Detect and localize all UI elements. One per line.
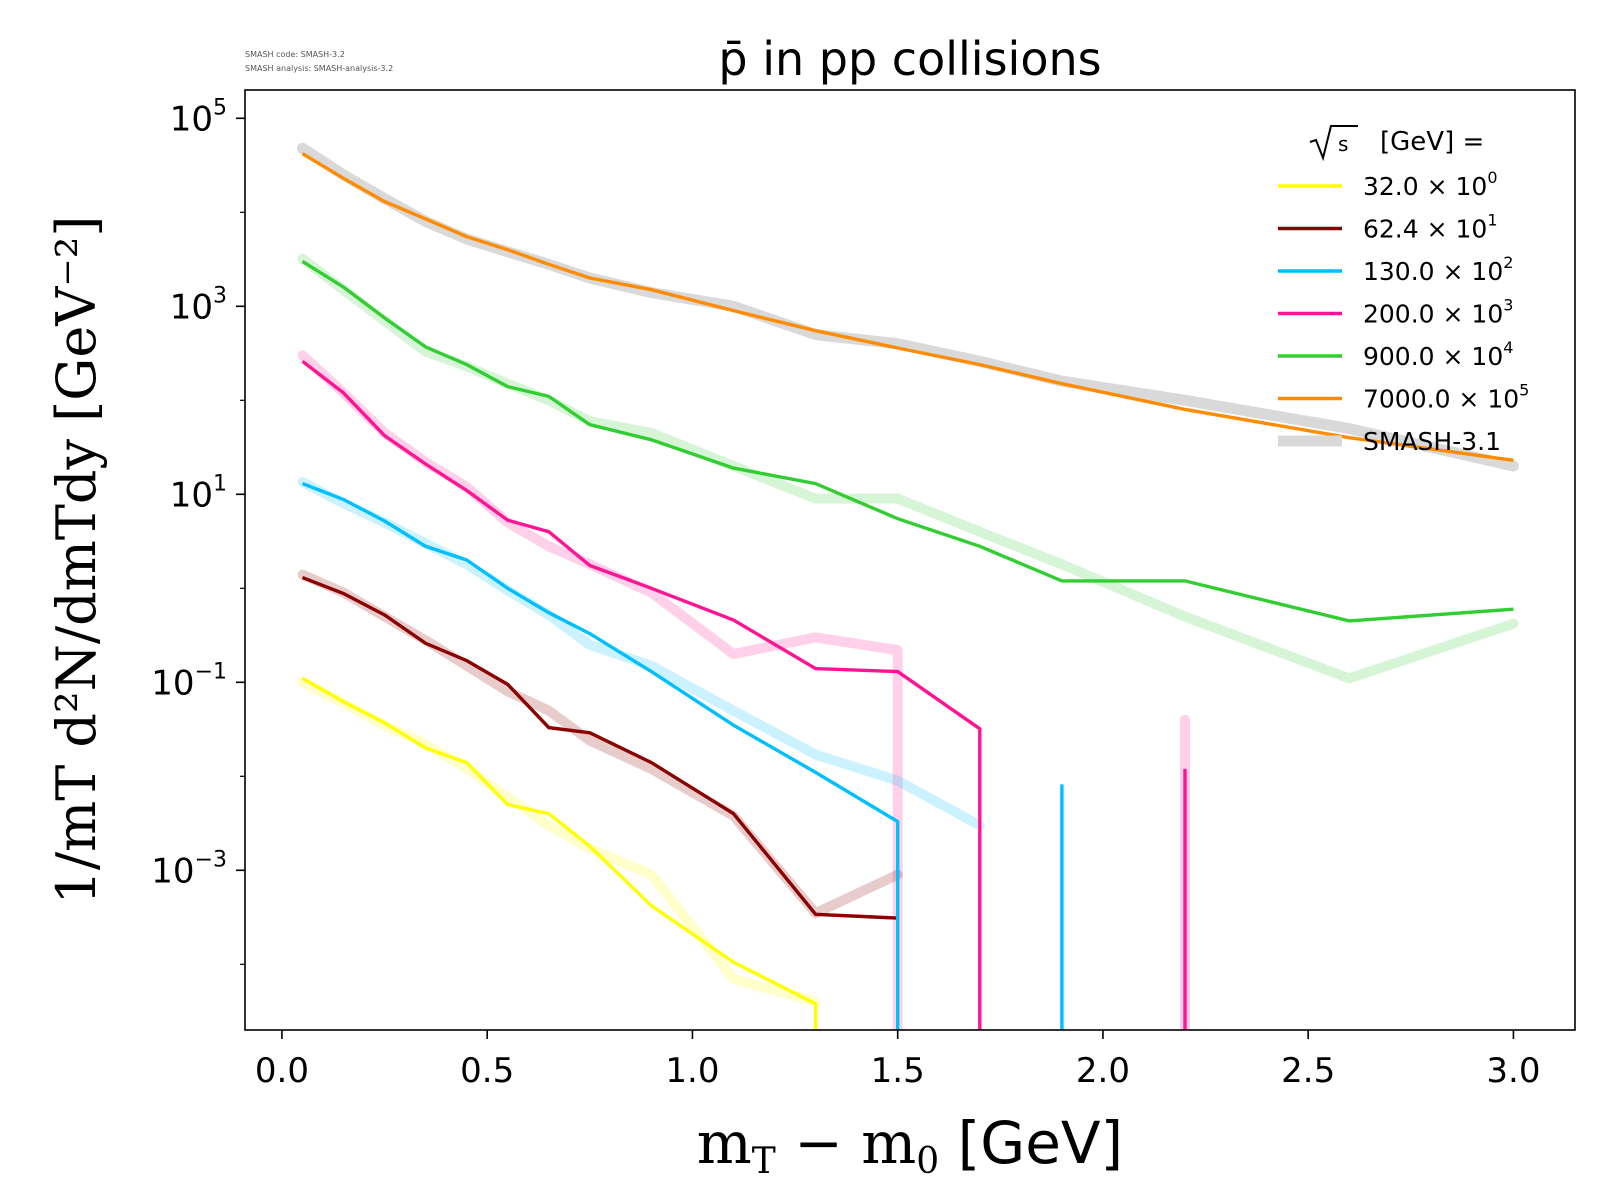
legend-label-smash-3-1: SMASH-3.1 bbox=[1363, 427, 1501, 456]
x-axis-label-minus: − m bbox=[776, 1109, 916, 1177]
y-tick-base: 10 bbox=[170, 287, 213, 327]
legend-exponent: 5 bbox=[1519, 381, 1529, 400]
y-tick-exponent: 1 bbox=[213, 471, 227, 496]
x-tick-label: 0.5 bbox=[460, 1051, 514, 1091]
analysis-version-label: SMASH analysis: SMASH-analysis-3.2 bbox=[245, 64, 393, 73]
legend-label-200-0: 200.0 × 103 bbox=[1363, 296, 1513, 329]
legend-exponent: 1 bbox=[1487, 211, 1497, 230]
y-tick-exponent: −1 bbox=[195, 659, 227, 684]
y-tick-label: 103 bbox=[170, 283, 227, 327]
plot-frame bbox=[244, 89, 1576, 1031]
x-tick-label: 2.0 bbox=[1076, 1051, 1130, 1091]
legend-label-900-0: 900.0 × 104 bbox=[1363, 338, 1513, 371]
series-line-200-0 bbox=[301, 359, 982, 1030]
series-line-62-4 bbox=[301, 576, 898, 920]
x-axis-label-m: m bbox=[697, 1109, 752, 1177]
legend-value: 62.4 × 10 bbox=[1363, 215, 1487, 244]
legend-value: 130.0 × 10 bbox=[1363, 257, 1503, 286]
y-tick-label: 10−1 bbox=[151, 659, 227, 703]
legend-exponent: 4 bbox=[1503, 338, 1513, 357]
y-tick-exponent: 5 bbox=[213, 95, 227, 120]
x-axis: 0.0 0.5 1.0 1.5 2.0 2.5 3.0 bbox=[255, 1030, 1540, 1091]
series-line-130-0 bbox=[301, 482, 900, 1030]
legend-label-130-0: 130.0 × 102 bbox=[1363, 253, 1513, 286]
y-axis-label: 1/mT d²N/dmTdy [GeV⁻²] bbox=[45, 215, 108, 904]
legend-exponent: 2 bbox=[1503, 253, 1513, 272]
series-lines bbox=[301, 152, 1514, 1030]
y-tick-label: 101 bbox=[170, 471, 227, 515]
legend-label-7000-0: 7000.0 × 105 bbox=[1363, 381, 1529, 414]
x-axis-label-sub2: 0 bbox=[916, 1141, 939, 1182]
x-tick-label: 1.5 bbox=[871, 1051, 925, 1091]
x-tick-label: 2.5 bbox=[1281, 1051, 1335, 1091]
series-line-900-0 bbox=[301, 259, 1514, 623]
y-tick-exponent: 3 bbox=[213, 283, 227, 308]
code-version-label: SMASH code: SMASH-3.2 bbox=[245, 50, 345, 59]
y-tick-label: 10−3 bbox=[151, 847, 227, 891]
x-axis-label-sub: T bbox=[752, 1141, 776, 1182]
reference-line-ref-32-0 bbox=[297, 677, 821, 1007]
legend-value: 7000.0 × 10 bbox=[1363, 385, 1519, 414]
reference-line-ref-200-0 bbox=[297, 350, 903, 1030]
legend-value: 32.0 × 10 bbox=[1363, 172, 1487, 201]
x-tick-label: 1.0 bbox=[665, 1051, 719, 1091]
y-tick-exponent: −3 bbox=[195, 847, 227, 872]
legend-value: 200.0 × 10 bbox=[1363, 300, 1503, 329]
y-tick-base: 10 bbox=[170, 475, 213, 515]
legend-title-s: s bbox=[1338, 132, 1348, 156]
y-tick-base: 10 bbox=[151, 663, 194, 703]
legend-exponent: 0 bbox=[1487, 168, 1497, 187]
y-tick-base: 10 bbox=[170, 99, 213, 139]
x-axis-label: mT − m0 [GeV] bbox=[697, 1109, 1123, 1182]
y-tick-label: 105 bbox=[170, 95, 227, 139]
series-line-7000-0 bbox=[301, 152, 1514, 462]
y-tick-base: 10 bbox=[151, 851, 194, 891]
legend-value: 900.0 × 10 bbox=[1363, 342, 1503, 371]
x-tick-label: 0.0 bbox=[255, 1051, 309, 1091]
legend-label-62-4: 62.4 × 101 bbox=[1363, 211, 1498, 244]
legend-sqrt-sign bbox=[1309, 125, 1358, 162]
legend-title: [GeV] = bbox=[1380, 127, 1484, 157]
legend-label-32-0: 32.0 × 100 bbox=[1363, 168, 1498, 201]
chart-title: p̄ in pp collisions bbox=[718, 32, 1101, 86]
legend-exponent: 3 bbox=[1503, 296, 1513, 315]
x-axis-label-unit: [GeV] bbox=[939, 1109, 1123, 1177]
x-tick-label: 3.0 bbox=[1486, 1051, 1540, 1091]
series-line-32-0 bbox=[301, 676, 818, 1030]
